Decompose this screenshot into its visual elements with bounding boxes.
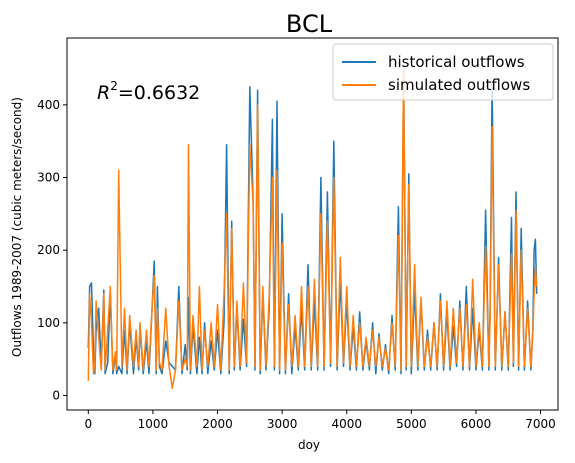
- y-tick-label: 400: [37, 98, 60, 112]
- x-tick-label: 1000: [138, 417, 169, 431]
- legend-box: [332, 43, 554, 101]
- legend: historical outflows simulated outflows: [332, 43, 554, 101]
- r-squared-base: R: [97, 82, 110, 104]
- plot-frame: [66, 37, 559, 411]
- r-squared-superscript: 2: [110, 79, 118, 93]
- simulated-outflows-line: [87, 64, 538, 389]
- x-ticks: 0 1000 2000 3000 4000 5000 6000 7000: [84, 410, 556, 431]
- y-tick-label: 100: [37, 316, 60, 330]
- r-squared-annotation: R2=0.6632: [97, 79, 200, 104]
- x-tick-label: 3000: [267, 417, 298, 431]
- x-tick-label: 2000: [202, 417, 233, 431]
- series-layer: [87, 64, 538, 389]
- x-axis-label: doy: [298, 438, 320, 452]
- x-tick-label: 5000: [396, 417, 427, 431]
- x-tick-label: 7000: [525, 417, 556, 431]
- y-axis-label: Outflows 1989-2007 (cubic meters/second): [10, 97, 24, 357]
- y-ticks: 0 100 200 300 400: [37, 98, 67, 402]
- legend-label-simulated: simulated outflows: [388, 76, 530, 94]
- x-tick-label: 6000: [461, 417, 492, 431]
- x-tick-label: 4000: [331, 417, 362, 431]
- chart-title: BCL: [286, 10, 333, 38]
- y-tick-label: 200: [37, 243, 60, 257]
- y-tick-label: 300: [37, 171, 60, 185]
- legend-label-historical: historical outflows: [388, 53, 525, 71]
- y-tick-label: 0: [52, 388, 60, 402]
- r-squared-value: =0.6632: [118, 82, 200, 104]
- x-tick-label: 0: [84, 417, 92, 431]
